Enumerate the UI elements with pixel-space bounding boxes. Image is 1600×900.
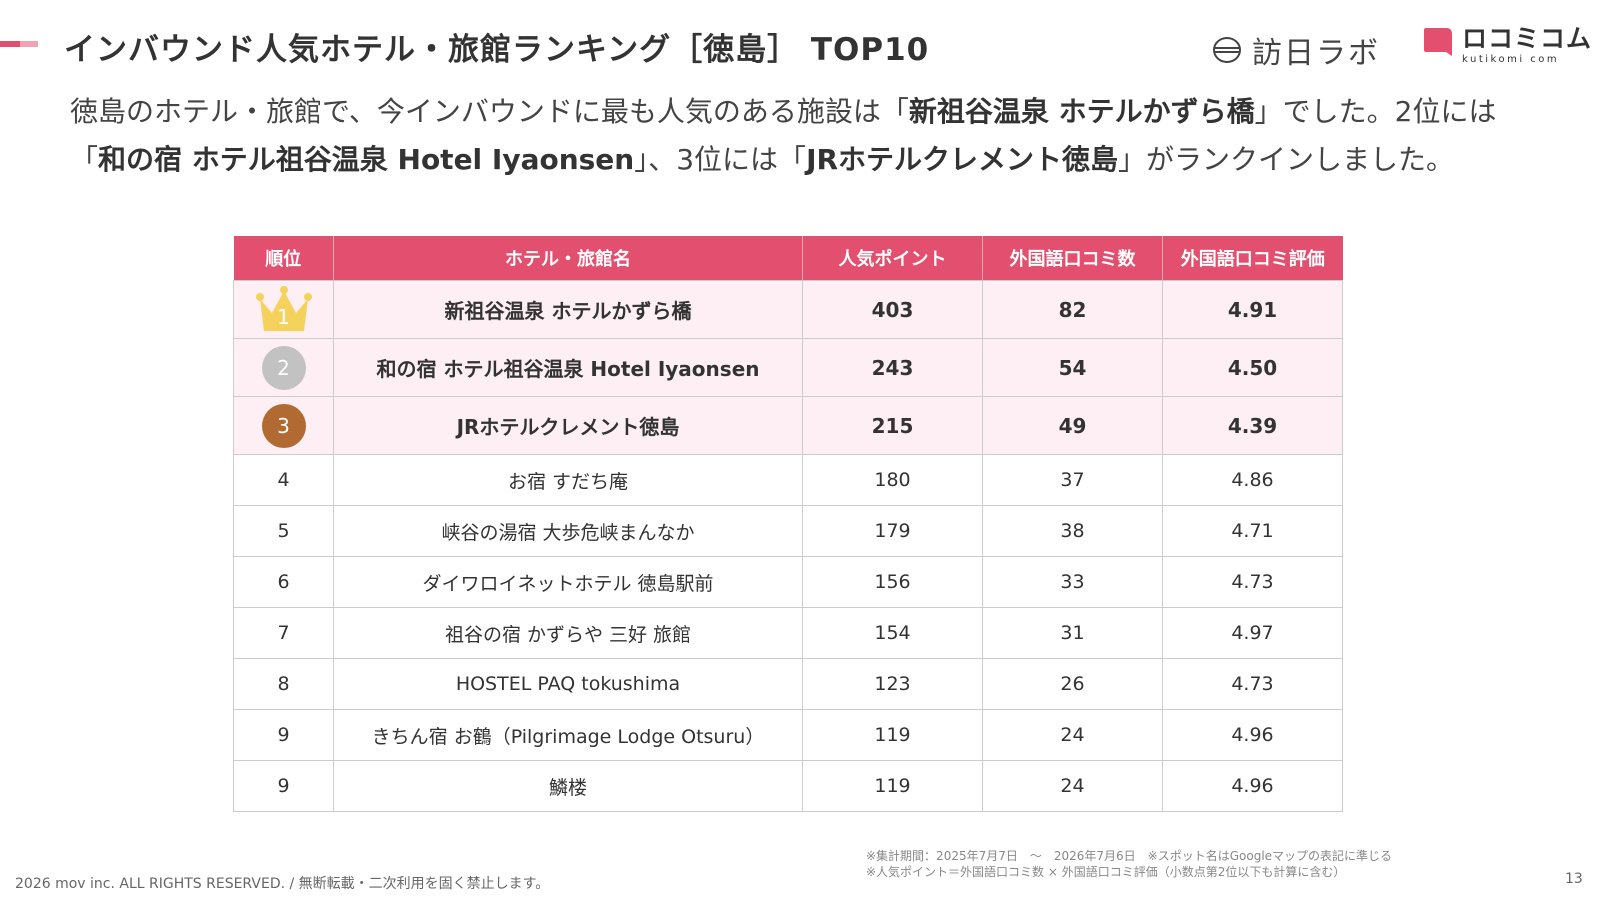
review-rating: 4.50 — [1162, 338, 1343, 397]
review-count: 54 — [982, 338, 1163, 397]
review-count: 31 — [982, 607, 1163, 659]
popularity-points: 123 — [802, 658, 983, 710]
hotel-name: 祖谷の宿 かずらや 三好 旅館 — [333, 607, 803, 659]
header-hotel-name: ホテル・旅館名 — [333, 236, 803, 281]
table-header-row: 順位 ホテル・旅館名 人気ポイント 外国語口コミ数 外国語口コミ評価 — [233, 236, 1343, 281]
review-rating: 4.91 — [1162, 280, 1343, 339]
review-rating: 4.73 — [1162, 556, 1343, 608]
rank-cell: 7 — [233, 607, 334, 659]
rank-cell: 5 — [233, 505, 334, 557]
review-count: 24 — [982, 709, 1163, 761]
lead-text: 徳島のホテル・旅館で、今インバウンドに最も人気のある施設は「 — [70, 95, 909, 128]
header-foreign-review-rating: 外国語口コミ評価 — [1162, 236, 1343, 281]
table-row: 9 鱗楼 119 24 4.96 — [233, 760, 1343, 812]
rank-cell: 8 — [233, 658, 334, 710]
review-rating: 4.96 — [1162, 760, 1343, 812]
copyright: 2026 mov inc. ALL RIGHTS RESERVED. / 無断転… — [15, 876, 550, 892]
table-row: 2 和の宿 ホテル祖谷温泉 Hotel Iyaonsen 243 54 4.50 — [233, 338, 1343, 397]
review-rating: 4.86 — [1162, 454, 1343, 506]
popularity-points: 119 — [802, 709, 983, 761]
rank-number: 1 — [277, 304, 290, 329]
ranking-table: 順位 ホテル・旅館名 人気ポイント 外国語口コミ数 外国語口コミ評価 1 新 — [233, 236, 1343, 812]
review-rating: 4.71 — [1162, 505, 1343, 557]
rank-cell: 3 — [233, 396, 334, 455]
popularity-points: 180 — [802, 454, 983, 506]
kuchikomi-com-logo-subtext: kutikomi com — [1462, 54, 1560, 65]
rank-cell: 6 — [233, 556, 334, 608]
review-count: 37 — [982, 454, 1163, 506]
table-row: 1 新祖谷温泉 ホテルかずら橋 403 82 4.91 — [233, 280, 1343, 339]
rank-cell: 9 — [233, 709, 334, 761]
review-rating: 4.39 — [1162, 396, 1343, 455]
footnotes: ※集計期間：2025年7月7日 ～ 2026年7月6日 ※スポット名はGoogl… — [866, 848, 1392, 880]
bronze-medal-icon: 3 — [261, 403, 306, 448]
houn-labo-logo-text: 訪日ラボ — [1252, 36, 1380, 71]
review-rating: 4.73 — [1162, 658, 1343, 710]
houn-labo-logo: 訪日ラボ — [1212, 28, 1380, 72]
popularity-points: 119 — [802, 760, 983, 812]
review-count: 24 — [982, 760, 1163, 812]
gold-crown-icon: 1 — [252, 285, 316, 335]
lead-text: 」、3位には「 — [634, 143, 807, 176]
hotel-name: ダイワロイネットホテル 徳島駅前 — [333, 556, 803, 608]
lead-highlight-rank2: 和の宿 ホテル祖谷温泉 Hotel Iyaonsen — [98, 143, 635, 176]
popularity-points: 156 — [802, 556, 983, 608]
header-foreign-review-count: 外国語口コミ数 — [982, 236, 1163, 281]
lead-text: 」がランクインしました。 — [1118, 143, 1455, 176]
silver-medal-icon: 2 — [261, 345, 306, 390]
page-title: インバウンド人気ホテル・旅館ランキング［徳島］ TOP10 — [64, 32, 930, 68]
speech-bubble-icon — [1424, 28, 1452, 56]
lead-highlight-rank1: 新祖谷温泉 ホテルかずら橋 — [908, 95, 1255, 128]
houn-labo-logo-icon — [1213, 37, 1241, 63]
lead-paragraph: 徳島のホテル・旅館で、今インバウンドに最も人気のある施設は「新祖谷温泉 ホテルか… — [70, 88, 1540, 184]
kuchikomi-com-logo-text: ロコミコム — [1462, 24, 1593, 53]
review-rating: 4.96 — [1162, 709, 1343, 761]
table-row: 6 ダイワロイネットホテル 徳島駅前 156 33 4.73 — [233, 556, 1343, 608]
hotel-name: 鱗楼 — [333, 760, 803, 812]
footnote-formula: ※人気ポイント＝外国語口コミ数 × 外国語口コミ評価（小数点第2位以下も計算に含… — [866, 865, 1346, 879]
table-row: 5 峡谷の湯宿 大歩危峡まんなか 179 38 4.71 — [233, 505, 1343, 557]
rank-cell: 9 — [233, 760, 334, 812]
kuchikomi-com-logo: ロコミコム kutikomi com — [1422, 26, 1592, 65]
table-row: 7 祖谷の宿 かずらや 三好 旅館 154 31 4.97 — [233, 607, 1343, 659]
popularity-points: 154 — [802, 607, 983, 659]
popularity-points: 215 — [802, 396, 983, 455]
popularity-points: 243 — [802, 338, 983, 397]
hotel-name: JRホテルクレメント徳島 — [333, 396, 803, 455]
rank-cell: 4 — [233, 454, 334, 506]
hotel-name: HOSTEL PAQ tokushima — [333, 658, 803, 710]
review-count: 33 — [982, 556, 1163, 608]
popularity-points: 179 — [802, 505, 983, 557]
hotel-name: 峡谷の湯宿 大歩危峡まんなか — [333, 505, 803, 557]
lead-text: 」でした。2位には「 — [70, 95, 1497, 176]
rank-cell: 1 — [233, 280, 334, 339]
review-count: 49 — [982, 396, 1163, 455]
table-row: 4 お宿 すだち庵 180 37 4.86 — [233, 454, 1343, 506]
popularity-points: 403 — [802, 280, 983, 339]
hotel-name: お宿 すだち庵 — [333, 454, 803, 506]
footnote-period: ※集計期間：2025年7月7日 ～ 2026年7月6日 ※スポット名はGoogl… — [866, 849, 1393, 863]
table-row: 3 JRホテルクレメント徳島 215 49 4.39 — [233, 396, 1343, 455]
page-number: 13 — [1565, 871, 1583, 887]
review-count: 38 — [982, 505, 1163, 557]
table-row: 9 きちん宿 お鶴（Pilgrimage Lodge Otsuru） 119 2… — [233, 709, 1343, 761]
hotel-name: 和の宿 ホテル祖谷温泉 Hotel Iyaonsen — [333, 338, 803, 397]
header-popularity-points: 人気ポイント — [802, 236, 983, 281]
hotel-name: 新祖谷温泉 ホテルかずら橋 — [333, 280, 803, 339]
header-rank: 順位 — [233, 236, 334, 281]
review-rating: 4.97 — [1162, 607, 1343, 659]
table-row: 8 HOSTEL PAQ tokushima 123 26 4.73 — [233, 658, 1343, 710]
hotel-name: きちん宿 お鶴（Pilgrimage Lodge Otsuru） — [333, 709, 803, 761]
review-count: 82 — [982, 280, 1163, 339]
review-count: 26 — [982, 658, 1163, 710]
accent-bar — [0, 41, 38, 47]
rank-cell: 2 — [233, 338, 334, 397]
lead-highlight-rank3: JRホテルクレメント徳島 — [806, 143, 1119, 176]
